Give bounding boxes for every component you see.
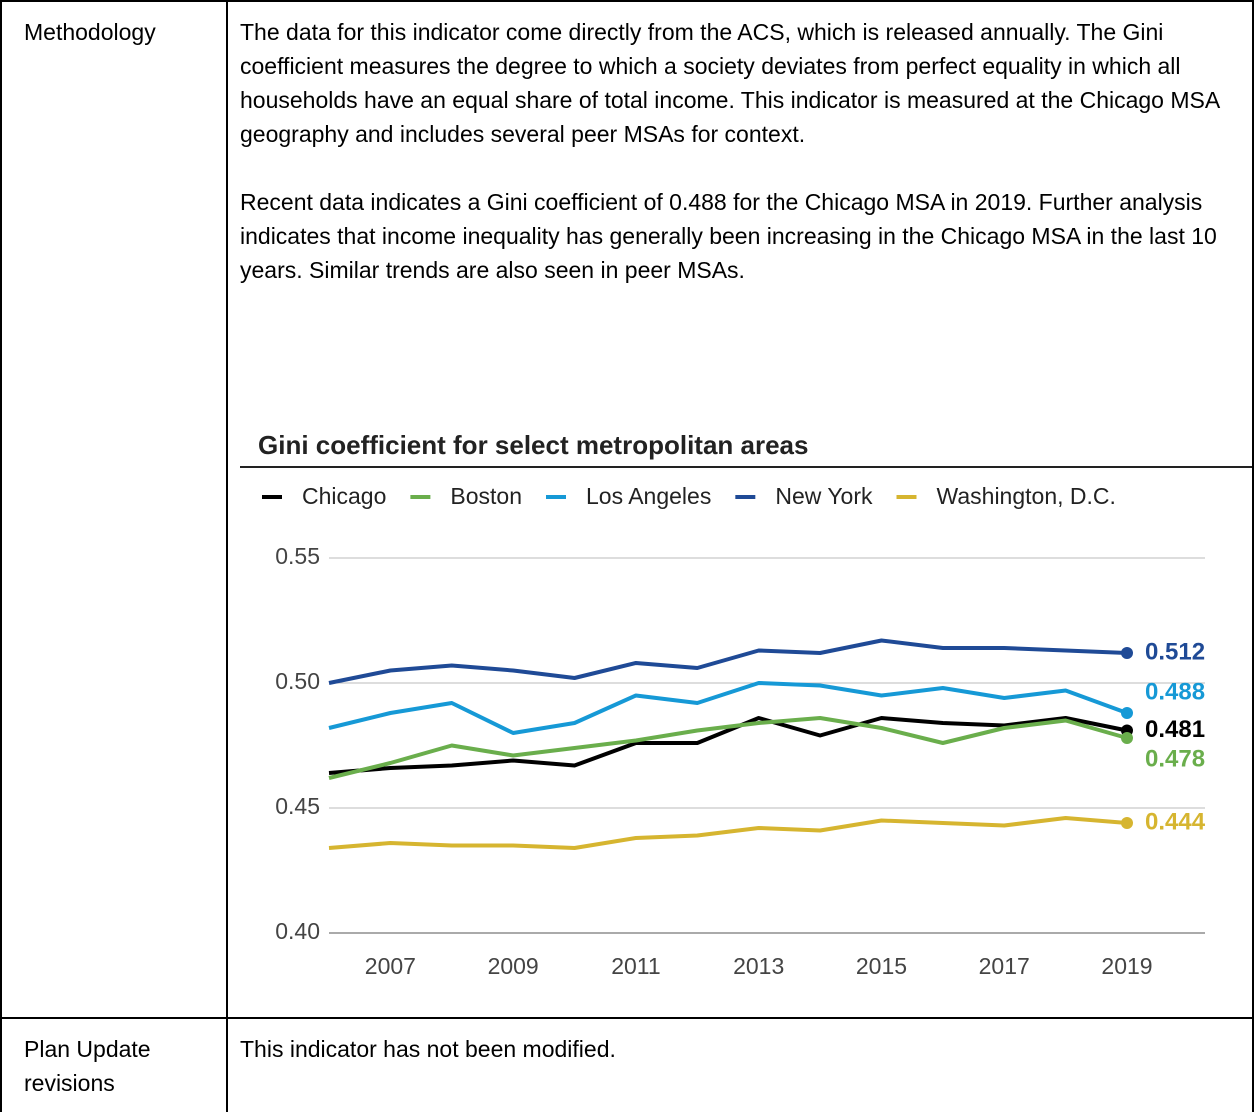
data-label: 0.478 <box>1145 745 1205 772</box>
legend-label: Boston <box>450 483 522 509</box>
data-label: 0.512 <box>1145 638 1205 665</box>
x-tick-label: 2009 <box>488 953 539 979</box>
border <box>1252 0 1254 1112</box>
x-tick-label: 2013 <box>733 953 784 979</box>
border <box>0 0 2 1112</box>
chart: Gini coefficient for select metropolitan… <box>240 430 1252 979</box>
cell-text: This indicator has not been modified. <box>240 1036 616 1062</box>
end-point <box>1121 817 1133 829</box>
cell-text: The data for this indicator come directl… <box>240 15 1240 321</box>
series-line <box>328 638 1128 685</box>
end-point <box>1121 647 1133 659</box>
end-point <box>1121 707 1133 719</box>
chart-title: Gini coefficient for select metropolitan… <box>258 430 808 460</box>
legend-label: Washington, D.C. <box>937 483 1116 509</box>
x-tick-label: 2015 <box>856 953 907 979</box>
row-label: Plan Update revisions <box>24 1036 151 1096</box>
y-tick-label: 0.40 <box>275 918 320 944</box>
end-point <box>1121 732 1133 744</box>
x-tick-label: 2011 <box>611 953 660 979</box>
data-label: 0.488 <box>1145 678 1205 705</box>
legend-label: New York <box>775 483 873 509</box>
y-tick-label: 0.45 <box>275 793 320 819</box>
legend-label: Chicago <box>302 483 386 509</box>
x-tick-label: 2007 <box>365 953 416 979</box>
paragraph: Recent data indicates a Gini coefficient… <box>240 189 1217 283</box>
data-label: 0.481 <box>1145 716 1205 743</box>
series-line <box>328 716 1128 780</box>
border <box>0 1017 1254 1019</box>
paragraph: The data for this indicator come directl… <box>240 19 1219 147</box>
y-tick-label: 0.55 <box>275 543 320 569</box>
x-tick-label: 2019 <box>1101 953 1152 979</box>
data-label: 0.444 <box>1145 808 1206 835</box>
series-line <box>328 716 1128 775</box>
x-tick-label: 2017 <box>979 953 1030 979</box>
series-line <box>328 681 1128 735</box>
border <box>226 0 228 1112</box>
y-tick-label: 0.50 <box>275 668 320 694</box>
row-label: Methodology <box>24 19 156 45</box>
series-line <box>328 816 1128 850</box>
border <box>0 0 1254 2</box>
legend-label: Los Angeles <box>586 483 711 509</box>
